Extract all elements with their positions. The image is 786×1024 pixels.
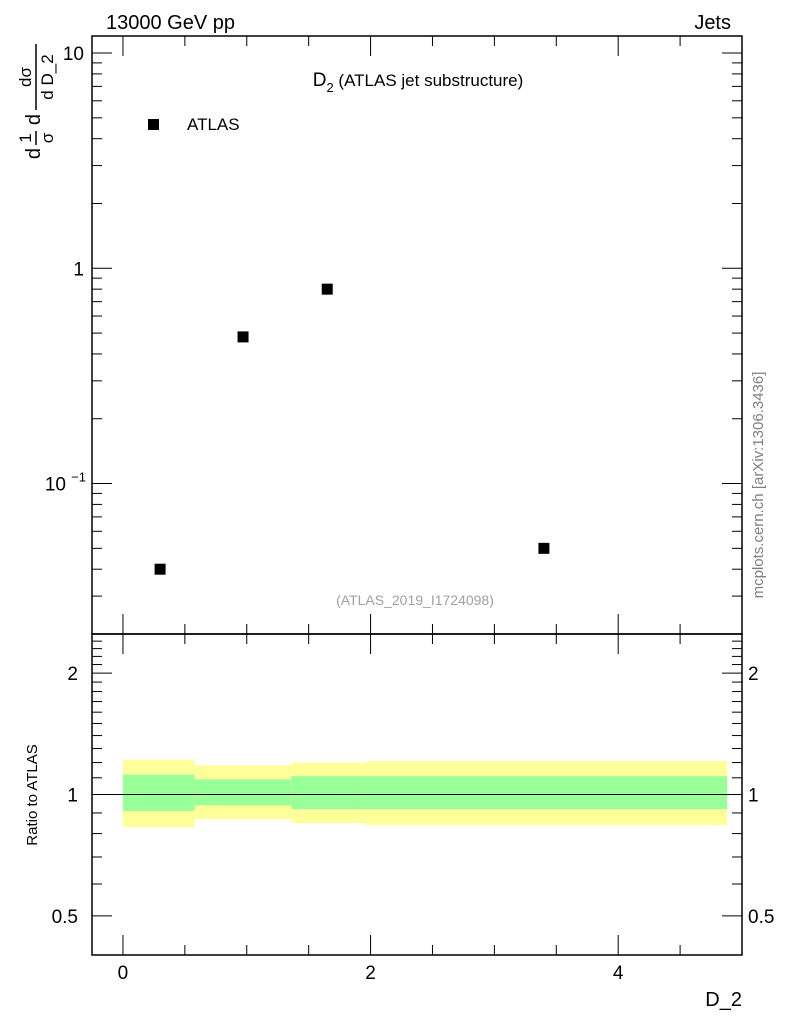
svg-text:σ: σ — [38, 132, 57, 143]
svg-text:d: d — [23, 114, 45, 125]
data-point-2 — [321, 283, 333, 295]
ratio-panel: 2 2 1 1 0.5 0.5 0 2 4 Ratio to ATLAS D_2 — [24, 633, 774, 1011]
main-panel: 10 1 10 −1 D2 (ATLAS jet substructure) ATLA… — [16, 35, 743, 635]
ratio-bands — [92, 759, 742, 828]
ratio-y-tick-label-left-1: 1 — [67, 786, 78, 807]
svg-text:d: d — [23, 148, 45, 159]
main-y-ticks: 10 1 10 −1 — [45, 36, 742, 635]
ratio-y-tick-label-left-0: 2 — [67, 664, 78, 685]
inner-band-0 — [122, 774, 195, 812]
ratio-y-tick-label-right-1: 1 — [748, 786, 759, 807]
svg-text:d D_2: d D_2 — [38, 54, 57, 99]
main-y-tick-label-1: 1 — [73, 259, 84, 280]
legend-marker — [148, 119, 159, 130]
x-tick-label-0: 0 — [118, 963, 129, 984]
ratio-y-axis-label: Ratio to ATLAS — [24, 744, 41, 845]
inner-band-2 — [291, 776, 366, 810]
energy-label: 13000 GeV pp — [106, 12, 235, 34]
main-y-axis-label: d 1 σ d dσ d D_2 — [16, 44, 57, 159]
legend-label: ATLAS — [187, 115, 240, 134]
svg-text:1: 1 — [16, 133, 35, 142]
main-y-tick-label-2: 10 — [45, 475, 66, 496]
side-label: mcplots.cern.ch [arXiv:1306.3436] — [750, 372, 767, 599]
ratio-y-tick-label-right-0: 2 — [748, 664, 759, 685]
data-point-0 — [154, 563, 166, 575]
x-tick-label-1: 2 — [365, 963, 376, 984]
main-y-tick-exponent-2: −1 — [71, 470, 86, 485]
x-axis-label: D_2 — [705, 989, 742, 1011]
data-points — [154, 283, 550, 575]
ratio-ticks: 2 2 1 1 0.5 0.5 0 2 4 — [52, 633, 774, 984]
main-y-tick-label-0: 10 — [63, 44, 84, 65]
inner-band-3 — [365, 776, 728, 810]
ratio-y-tick-label-right-2: 0.5 — [748, 907, 774, 928]
inner-band-1 — [194, 779, 292, 806]
data-point-1 — [237, 331, 249, 343]
analysis-label: (ATLAS_2019_I1724098) — [336, 592, 494, 608]
process-label: Jets — [694, 12, 731, 34]
svg-text:dσ: dσ — [16, 67, 35, 87]
x-tick-label-2: 4 — [613, 963, 624, 984]
data-point-3 — [538, 542, 550, 554]
ratio-y-tick-label-left-2: 0.5 — [52, 907, 78, 928]
plot-title: D2 (ATLAS jet substructure) — [313, 70, 524, 95]
